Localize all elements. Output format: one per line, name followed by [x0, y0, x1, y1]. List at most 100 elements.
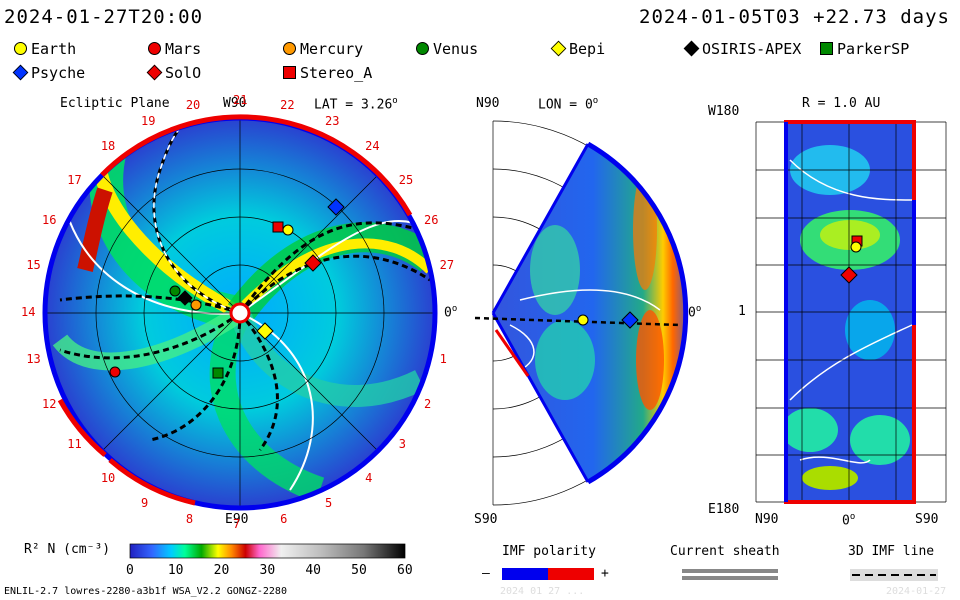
carrington-tick-label: 23	[324, 113, 340, 128]
carrington-tick-label: 16	[41, 213, 57, 228]
carrington-tick-label: 13	[26, 352, 41, 367]
legend-item-parkersp: ParkerSP	[820, 40, 909, 58]
imf-polarity-label: IMF polarity	[502, 544, 596, 559]
legend-label: OSIRIS-APEX	[702, 40, 802, 58]
legend-marker-icon	[283, 66, 296, 79]
carrington-tick-label: 10	[100, 470, 116, 485]
legend-marker-icon	[416, 42, 429, 55]
radius-x-label-s90: S90	[915, 512, 939, 527]
carrington-tick-label: 4	[365, 470, 373, 485]
legend-label: SolO	[165, 64, 202, 82]
legend-label: Bepi	[569, 40, 606, 58]
ecliptic-lat-label: LAT = 3.26o	[314, 96, 398, 113]
mars-marker	[109, 366, 121, 378]
meridional-top-label: N90	[476, 96, 500, 111]
colorbar-tick-label: 10	[167, 563, 184, 578]
radius-x-label-0: 0o	[842, 512, 856, 529]
meridional-panel	[474, 120, 689, 506]
legend-item-bepi: Bepi	[550, 40, 606, 58]
imf-line-label: 3D IMF line	[848, 544, 935, 559]
carrington-tick-label: 20	[185, 98, 201, 113]
carrington-tick-label: 8	[185, 511, 194, 526]
footer-middle: 2024 01 27 ...	[500, 586, 585, 597]
carrington-tick-label: 17	[67, 172, 82, 187]
legend-item-venus: Venus	[416, 40, 478, 58]
legend-item-solo: SolO	[146, 64, 202, 82]
earth-marker	[282, 224, 294, 236]
stereo-a-marker	[272, 221, 284, 233]
carrington-tick-label: 18	[100, 139, 116, 154]
radius-x-label-n90: N90	[755, 512, 779, 527]
footer-model-info: ENLIL-2.7 lowres-2280-a3b1f WSA_V2.2 GON…	[4, 586, 287, 597]
ecliptic-bottom-label: E90	[225, 512, 249, 527]
legend-label: ParkerSP	[837, 40, 910, 58]
carrington-tick-label: 1	[439, 352, 447, 367]
legend-item-psyche: Psyche	[12, 64, 86, 82]
colorbar-tick-label: 0	[126, 563, 134, 578]
carrington-tick-label: 24	[365, 139, 380, 154]
legend-label: Mars	[165, 40, 202, 58]
colorbar-tick-label: 50	[351, 563, 367, 578]
carrington-tick-label: 7	[233, 517, 241, 531]
ecliptic-plane-panel	[42, 114, 438, 511]
earth-marker-meridional	[577, 314, 589, 326]
current-sheath-swatch	[682, 569, 778, 580]
legend-marker-icon	[14, 42, 27, 55]
radius-title: R = 1.0 AU	[802, 96, 881, 111]
sun-marker	[229, 302, 251, 324]
legend-label: Venus	[433, 40, 479, 58]
meridional-lon-label: LON = 0o	[538, 96, 599, 113]
carrington-tick-label: 11	[67, 437, 82, 452]
legend-item-stereo-a: Stereo_A	[283, 64, 372, 82]
solo-marker-radius	[840, 266, 858, 284]
carrington-tick-label: 2	[424, 396, 432, 411]
carrington-tick-label: 9	[141, 496, 149, 510]
legend-item-osiris-apex: OSIRIS-APEX	[683, 40, 802, 58]
psyche-marker-meridional	[621, 311, 639, 329]
meridional-bottom-label: S90	[474, 512, 498, 527]
run-date: 2024-01-05T03 +22.73 days	[639, 6, 950, 28]
colorbar-tick-label: 40	[305, 563, 321, 578]
legend-label: Psyche	[31, 64, 86, 82]
density-colorbar	[129, 543, 406, 559]
parker-marker	[212, 367, 224, 379]
imf-line-swatch	[850, 569, 938, 581]
colorbar-label: R² N (cm⁻³)	[24, 542, 111, 557]
legend-marker-icon	[283, 42, 296, 55]
ecliptic-title: Ecliptic Plane	[60, 96, 170, 111]
psyche-marker	[327, 198, 345, 216]
carrington-tick-label: 22	[280, 98, 295, 113]
legend-label: Stereo_A	[300, 64, 373, 82]
carrington-tick-label: 14	[21, 305, 36, 319]
colorbar-tick-label: 60	[397, 563, 413, 578]
ecliptic-top-label: W90	[223, 96, 247, 111]
carrington-tick-label: 12	[41, 396, 57, 411]
colorbar-tick-label: 20	[213, 563, 230, 578]
model-date: 2024-01-27T20:00	[4, 6, 204, 28]
legend-label: Mercury	[300, 40, 364, 58]
carrington-tick-label: 21	[233, 93, 248, 107]
current-sheath-label: Current sheath	[670, 544, 780, 559]
radius-top-left-label: W180	[708, 104, 740, 119]
imf-plus-label: +	[601, 566, 609, 581]
carrington-tick-label: 27	[439, 257, 455, 272]
colorbar-tick-label: 30	[259, 563, 276, 578]
carrington-tick-label: 3	[398, 437, 406, 452]
carrington-tick-label: 26	[424, 213, 439, 228]
meridional-right-label: 0o	[688, 304, 702, 321]
legend-marker-icon	[820, 42, 833, 55]
venus-marker	[169, 285, 181, 297]
solo-marker	[304, 254, 322, 272]
legend-label: Earth	[31, 40, 77, 58]
bepi-marker	[256, 322, 274, 340]
carrington-tick-label: 5	[324, 496, 333, 510]
legend-item-mars: Mars	[148, 40, 201, 58]
carrington-tick-label: 25	[398, 172, 414, 187]
osiris-apex-marker	[177, 290, 193, 306]
carrington-tick-label: 19	[141, 113, 156, 128]
legend-marker-icon	[148, 42, 161, 55]
legend-item-earth: Earth	[14, 40, 76, 58]
ecliptic-right-label: 0o	[444, 304, 458, 321]
radius-bottom-left-label: E180	[708, 502, 740, 517]
